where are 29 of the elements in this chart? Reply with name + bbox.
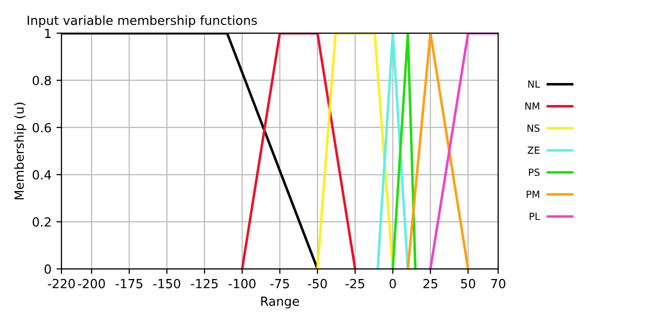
y-tick-label: 0	[44, 264, 51, 274]
x-tick-label: -25	[346, 278, 364, 288]
x-tick-label: -50	[308, 278, 327, 288]
y-tick-label: 0.2	[32, 217, 50, 227]
legend-label: ZE	[528, 146, 540, 154]
y-axis-title: Membership (u)	[14, 102, 26, 200]
x-tick-label: -175	[116, 279, 142, 288]
x-tick-label: -150	[153, 278, 180, 288]
x-tick-label: 25	[423, 278, 438, 288]
legend-label: PM	[526, 190, 540, 198]
y-tick-label: 0.6	[32, 122, 51, 132]
legend-label: PL	[530, 212, 540, 220]
x-axis-title: Range	[261, 296, 299, 308]
x-tick-label: 50	[461, 278, 476, 288]
x-tick-label: -75	[270, 279, 289, 288]
y-tick-label: 1	[45, 28, 51, 38]
legend-label: NM	[525, 102, 540, 110]
x-tick-label: -220	[48, 278, 75, 288]
y-tick-label: 0.8	[32, 76, 51, 86]
chart-title: Input variable membership functions	[28, 15, 257, 28]
x-tick-label: 70	[491, 278, 506, 288]
x-tick-label: 0	[390, 278, 396, 288]
legend-label: NL	[528, 80, 540, 88]
legend-label: PS	[528, 168, 540, 176]
x-tick-label: -125	[190, 278, 218, 288]
y-tick-label: 0.4	[32, 170, 52, 180]
x-tick-label: -200	[78, 278, 105, 288]
legend-label: NS	[528, 124, 540, 132]
x-tick-label: -100	[228, 278, 256, 288]
